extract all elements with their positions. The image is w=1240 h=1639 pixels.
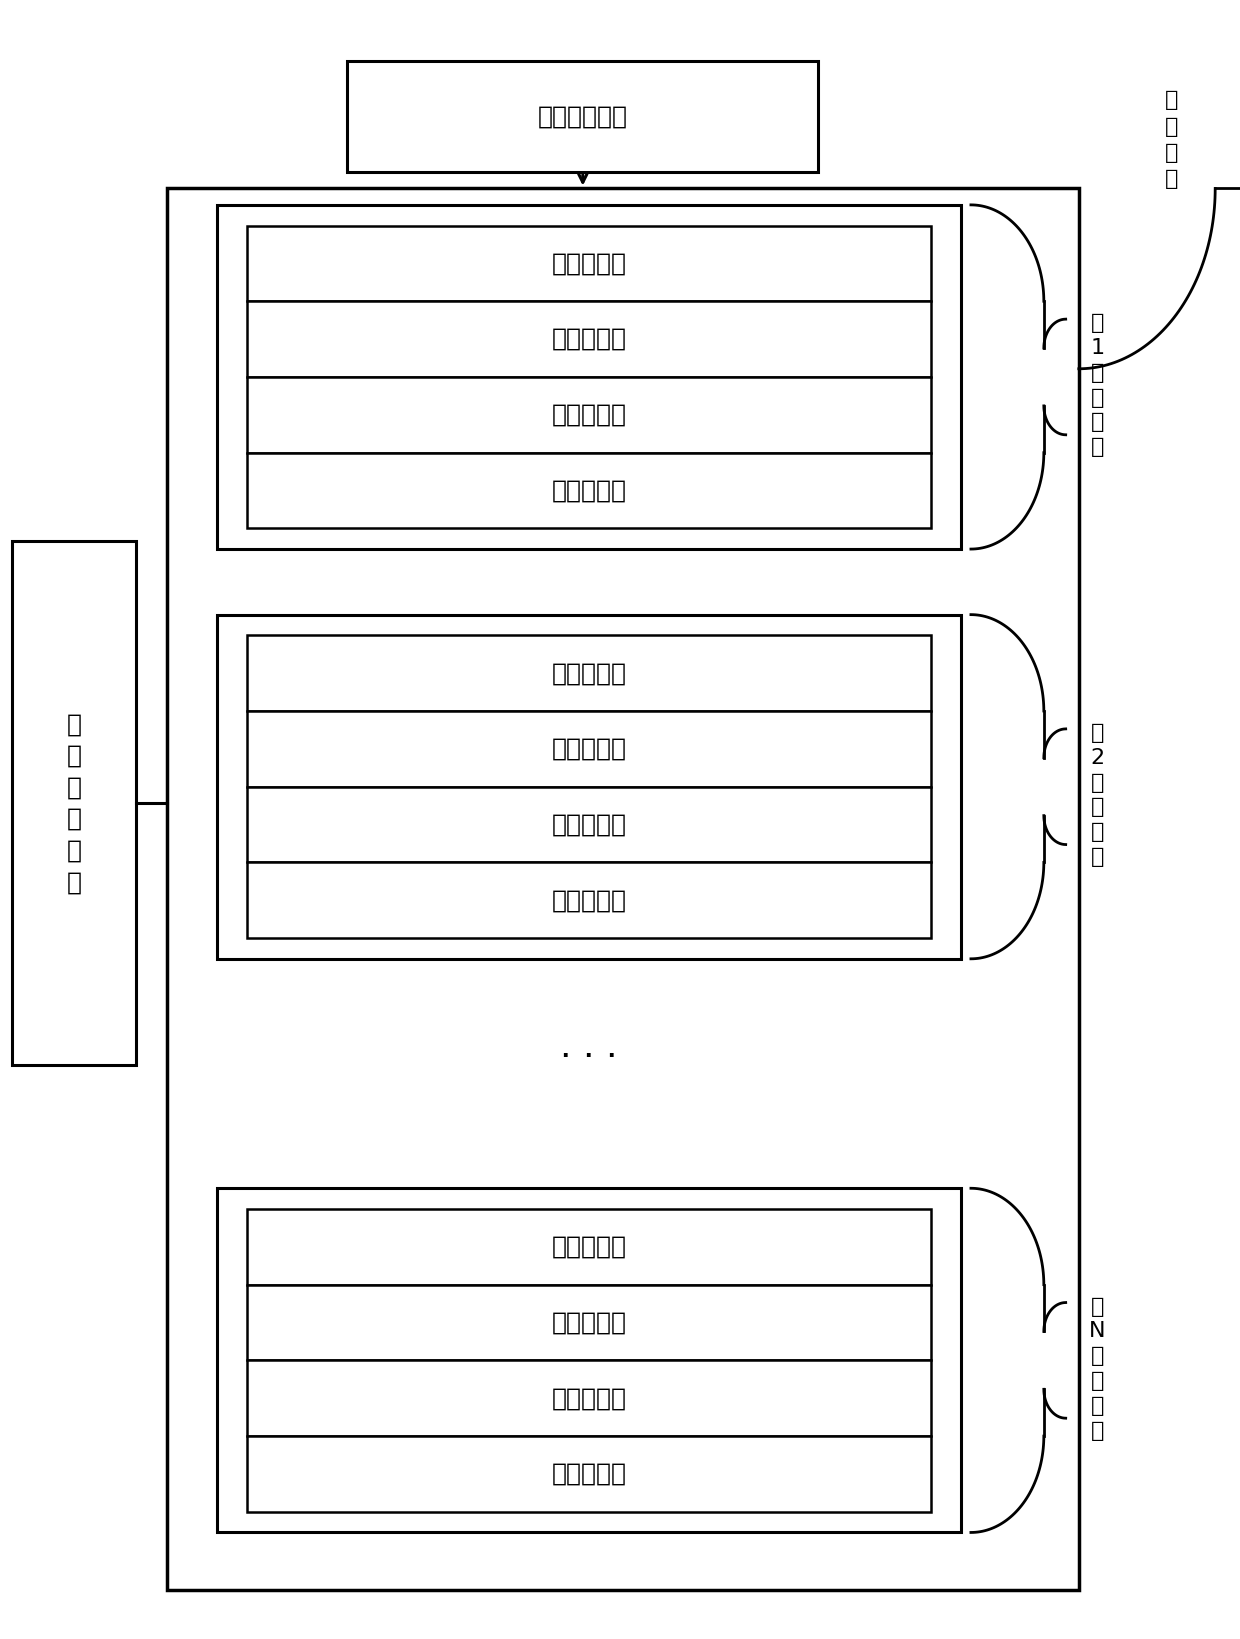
Text: 第三行像素: 第三行像素 bbox=[552, 403, 626, 426]
Text: 第三行像素: 第三行像素 bbox=[552, 813, 626, 836]
Text: 像
素
阵
列: 像 素 阵 列 bbox=[1166, 90, 1178, 190]
Text: 扫
描
驱
动
单
元: 扫 描 驱 动 单 元 bbox=[67, 711, 82, 895]
Text: 第四行像素: 第四行像素 bbox=[552, 479, 626, 503]
Text: 第四行像素: 第四行像素 bbox=[552, 1462, 626, 1487]
Text: 第
N
组
合
像
素: 第 N 组 合 像 素 bbox=[1089, 1296, 1106, 1441]
Text: 第一行像素: 第一行像素 bbox=[552, 661, 626, 685]
Text: 第一行像素: 第一行像素 bbox=[552, 251, 626, 275]
Text: 第四行像素: 第四行像素 bbox=[552, 888, 626, 913]
Bar bbox=[247, 452, 931, 528]
Bar bbox=[167, 188, 1079, 1590]
Bar bbox=[247, 377, 931, 452]
Text: 第
1
组
合
像
素: 第 1 组 合 像 素 bbox=[1090, 313, 1105, 457]
Bar bbox=[12, 541, 136, 1065]
Bar bbox=[247, 1285, 931, 1360]
Bar bbox=[247, 636, 931, 711]
Text: · · ·: · · · bbox=[560, 1041, 618, 1074]
Bar bbox=[217, 615, 961, 959]
Bar bbox=[217, 1188, 961, 1532]
Bar bbox=[247, 787, 931, 862]
Text: 第一行像素: 第一行像素 bbox=[552, 1234, 626, 1259]
Bar bbox=[247, 1360, 931, 1436]
Bar bbox=[247, 302, 931, 377]
Bar bbox=[247, 1436, 931, 1511]
Text: 数据传输单元: 数据传输单元 bbox=[538, 105, 627, 128]
Text: 第二行像素: 第二行像素 bbox=[552, 1311, 626, 1334]
Text: 第
2
组
合
像
素: 第 2 组 合 像 素 bbox=[1090, 723, 1105, 867]
Bar bbox=[247, 711, 931, 787]
Bar bbox=[217, 205, 961, 549]
Bar bbox=[347, 61, 818, 172]
Bar bbox=[247, 862, 931, 938]
Text: 第二行像素: 第二行像素 bbox=[552, 738, 626, 760]
Bar bbox=[247, 226, 931, 302]
Text: 第三行像素: 第三行像素 bbox=[552, 1387, 626, 1410]
Bar bbox=[247, 1210, 931, 1285]
Text: 第二行像素: 第二行像素 bbox=[552, 328, 626, 351]
